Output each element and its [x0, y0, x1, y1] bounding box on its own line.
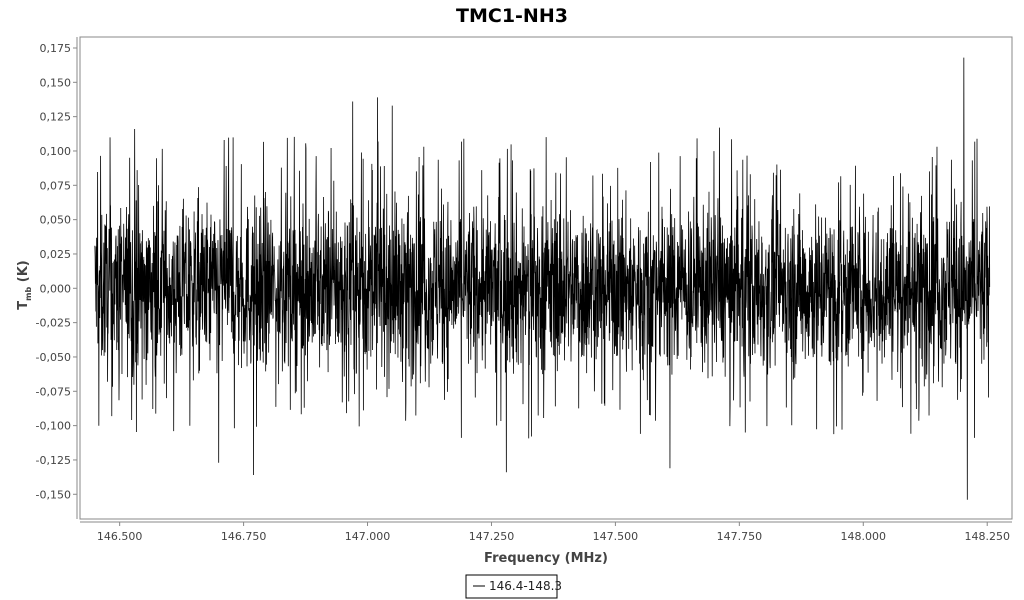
x-tick-label: 148.250: [964, 530, 1010, 543]
y-tick-label: -0,075: [36, 385, 71, 398]
x-tick-label: 147.250: [469, 530, 515, 543]
y-tick-label: 0,000: [40, 282, 72, 295]
y-tick-label: 0,025: [40, 248, 72, 261]
y-tick-label: 0,125: [40, 111, 72, 124]
y-tick-label: 0,050: [40, 214, 72, 227]
legend-box: [465, 574, 558, 599]
legend[interactable]: 146.4-148.3: [465, 574, 562, 599]
x-tick-label: 148.000: [841, 530, 887, 543]
y-tick-label: -0,025: [36, 317, 71, 330]
x-tick-label: 146.500: [97, 530, 143, 543]
y-tick-label: -0,150: [36, 488, 71, 501]
x-tick-label: 146.750: [221, 530, 267, 543]
y-axis-title-unit: (K): [16, 260, 31, 286]
y-axis-title-main: T: [16, 301, 31, 310]
y-tick-label: 0,150: [40, 76, 72, 89]
legend-entry: 146.4-148.3: [489, 579, 562, 593]
y-axis-title: Tmb (K): [16, 260, 33, 309]
y-axis-ticks: -0,150 -0,125 -0,100 -0,075 -0,050 -0,025 0,00…: [36, 42, 77, 501]
x-tick-label: 147.500: [593, 530, 639, 543]
chart-title: TMC1-NH3: [456, 5, 568, 27]
x-axis-ticks: 146.500 146.750 147.000 147.250 147.500 147.7…: [97, 522, 1010, 543]
x-tick-label: 147.750: [717, 530, 763, 543]
y-tick-label: -0,050: [36, 351, 71, 364]
x-axis-title: Frequency (MHz): [484, 551, 608, 566]
plot-area: [94, 57, 991, 500]
y-tick-label: 0,175: [40, 42, 72, 55]
y-axis-title-sub: mb: [24, 287, 33, 301]
y-tick-label: 0,100: [40, 145, 72, 158]
x-tick-label: 147.000: [345, 530, 391, 543]
series-line: [94, 57, 991, 500]
y-tick-label: -0,125: [36, 454, 71, 467]
y-tick-label: -0,100: [36, 420, 71, 433]
y-tick-label: 0,075: [40, 179, 72, 192]
